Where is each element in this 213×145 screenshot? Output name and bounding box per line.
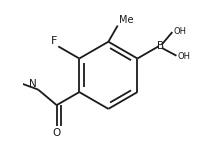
Text: F: F bbox=[50, 36, 57, 46]
Text: O: O bbox=[53, 127, 61, 137]
Text: Me: Me bbox=[119, 15, 133, 25]
Text: B: B bbox=[157, 41, 164, 51]
Text: N: N bbox=[29, 79, 37, 89]
Text: OH: OH bbox=[177, 52, 190, 61]
Text: OH: OH bbox=[173, 27, 186, 36]
